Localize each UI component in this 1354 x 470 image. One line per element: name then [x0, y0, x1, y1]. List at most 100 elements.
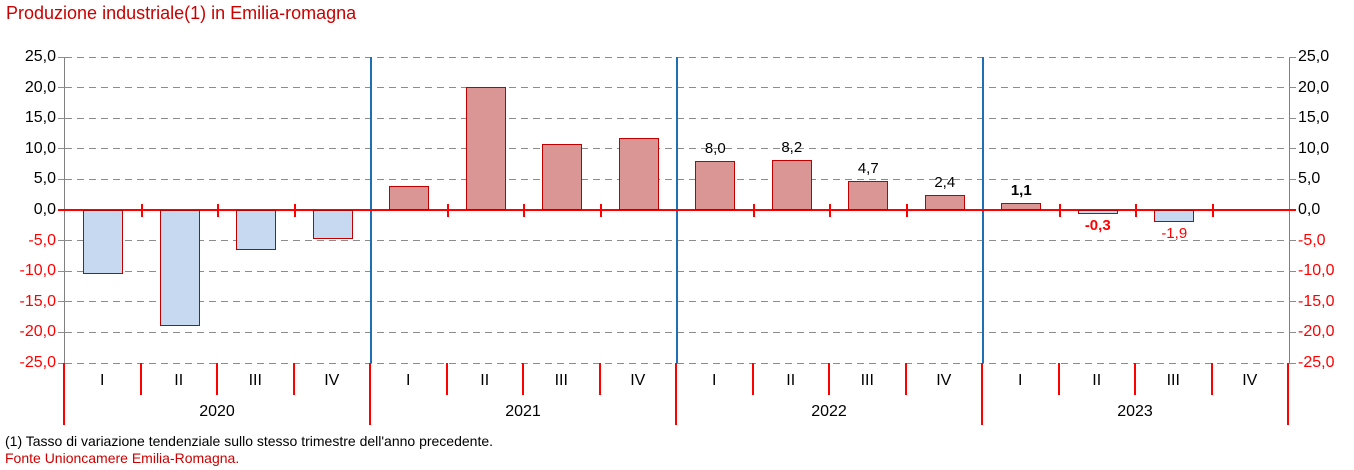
bar-2020-I — [83, 210, 124, 275]
y-axis-tick — [58, 362, 65, 364]
x-axis-quarter-tick — [904, 363, 907, 395]
y-axis-label-left: 5,0 — [33, 170, 56, 188]
x-axis-quarter-tick — [751, 363, 754, 395]
bar-value-label: 1,1 — [1010, 182, 1032, 200]
y-axis-label-left: -10,0 — [19, 262, 56, 280]
zero-line-quarter-tick — [446, 203, 449, 217]
quarter-label: I — [712, 372, 717, 389]
y-axis-label-left: 10,0 — [24, 139, 56, 157]
y-axis-label-right: 15,0 — [1298, 109, 1330, 127]
quarter-label: IV — [324, 372, 340, 389]
bar-2020-III — [236, 210, 277, 250]
y-axis-tick — [1289, 117, 1296, 119]
x-axis-year-boundary-line — [369, 363, 371, 425]
y-axis-label-left: 25,0 — [24, 48, 56, 65]
zero-line-quarter-tick — [1058, 203, 1061, 217]
year-label: 2022 — [811, 403, 847, 420]
y-axis-label-left: -15,0 — [19, 292, 56, 310]
x-axis-year-boundary-line — [63, 363, 65, 425]
quarter-label: II — [480, 372, 490, 389]
bar-value-label: 8,2 — [781, 138, 803, 156]
y-axis-tick — [58, 148, 65, 150]
quarter-label: IV — [1242, 372, 1258, 389]
x-axis-year-boundary-line — [1287, 363, 1289, 425]
quarter-label: I — [1018, 372, 1023, 389]
y-axis-label-right: -20,0 — [1298, 323, 1335, 341]
zero-line-quarter-tick — [293, 203, 296, 217]
y-axis-label-left: -20,0 — [19, 323, 56, 341]
x-axis-quarter-tick — [216, 363, 218, 395]
bar-value-label: 8,0 — [704, 140, 726, 158]
year-label: 2023 — [1117, 403, 1153, 420]
x-axis-year-boundary-line — [981, 363, 983, 425]
quarter-label: III — [248, 372, 262, 389]
y-axis-label-right: 5,0 — [1298, 170, 1321, 188]
bar-2022-IV — [924, 195, 965, 210]
y-axis-tick — [1289, 331, 1296, 333]
zero-line-quarter-tick — [599, 203, 602, 217]
y-axis-tick — [1289, 270, 1296, 272]
quarter-label: II — [174, 372, 184, 389]
zero-line-quarter-tick — [752, 203, 755, 217]
quarter-label: II — [786, 372, 796, 389]
bar-2022-II — [771, 159, 812, 210]
gridline — [65, 362, 1289, 364]
x-axis-quarter-tick — [522, 363, 524, 395]
year-label: 2020 — [199, 403, 235, 420]
source-text: Fonte Unioncamere Emilia-Romagna. — [5, 450, 240, 466]
zero-line-quarter-tick — [905, 203, 908, 217]
y-axis-tick — [1289, 301, 1296, 303]
bar-2021-II — [465, 86, 506, 210]
footnote-text: (1) Tasso di variazione tendenziale sull… — [5, 433, 494, 449]
y-axis-label-right: 25,0 — [1298, 48, 1330, 65]
bar-2023-III — [1154, 210, 1195, 222]
quarter-label: I — [100, 372, 105, 389]
bar-2021-IV — [618, 138, 659, 210]
y-axis-tick — [58, 331, 65, 333]
y-axis-tick — [1289, 56, 1296, 58]
zero-line-quarter-tick — [1211, 203, 1214, 217]
quarter-label: IV — [936, 372, 952, 389]
y-axis-label-right: 10,0 — [1298, 139, 1330, 157]
bar-2023-II — [1077, 210, 1118, 214]
quarter-label: III — [554, 372, 568, 389]
bar-value-label: 4,7 — [857, 160, 879, 178]
year-label: 2021 — [505, 403, 541, 420]
y-axis-label-left: 15,0 — [24, 109, 56, 127]
bar-2023-I — [1001, 203, 1042, 210]
bar-2020-II — [159, 210, 200, 327]
bar-2022-I — [695, 161, 736, 210]
y-axis-label-right: -10,0 — [1298, 262, 1335, 280]
y-axis-label-left: 0,0 — [33, 201, 56, 218]
quarter-label: II — [1092, 372, 1102, 389]
y-axis-label-right: -15,0 — [1298, 292, 1335, 310]
zero-line-quarter-tick — [140, 203, 143, 217]
zero-axis-line — [58, 209, 1296, 211]
x-axis-quarter-tick — [828, 363, 830, 395]
zero-line-quarter-tick — [1135, 203, 1137, 217]
bar-value-label: 2,4 — [934, 174, 956, 192]
y-axis-tick — [58, 240, 65, 242]
y-axis-label-right: -5,0 — [1298, 231, 1326, 249]
y-axis-tick — [58, 56, 65, 58]
y-axis-tick — [1289, 240, 1296, 242]
bar-2021-III — [542, 143, 583, 210]
y-axis-label-left: -25,0 — [19, 354, 56, 371]
chart-title: Produzione industriale(1) in Emilia-roma… — [6, 3, 357, 23]
y-axis-tick — [58, 178, 65, 180]
y-axis-label-left: 20,0 — [24, 78, 56, 96]
zero-line-quarter-tick — [217, 203, 219, 217]
y-axis-tick — [1289, 87, 1296, 89]
y-axis-tick — [58, 87, 65, 89]
zero-line-quarter-tick — [829, 203, 831, 217]
x-axis-quarter-tick — [1134, 363, 1136, 395]
quarter-label: IV — [630, 372, 646, 389]
y-axis-label-right: -25,0 — [1298, 354, 1335, 371]
x-axis-quarter-tick — [1210, 363, 1213, 395]
x-axis-quarter-tick — [139, 363, 142, 395]
y-axis-label-right: 20,0 — [1298, 78, 1330, 96]
quarter-label: III — [1166, 372, 1180, 389]
bar-2022-III — [848, 181, 889, 210]
x-axis-quarter-tick — [292, 363, 295, 395]
